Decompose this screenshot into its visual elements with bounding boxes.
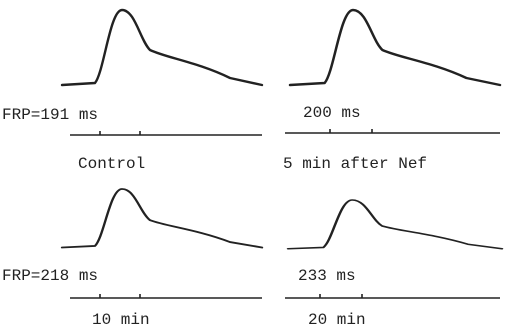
- waveform: [62, 189, 262, 248]
- waveform: [288, 200, 502, 249]
- panel-20min: 233 ms 20 min: [285, 200, 502, 329]
- frp-label: FRP=191 ms: [2, 106, 98, 124]
- caption: Control: [78, 155, 145, 173]
- figure: FRP=191 ms Control 200 ms 5 min after Ne…: [0, 0, 510, 329]
- caption: 10 min: [92, 311, 150, 329]
- panel-5min: 200 ms 5 min after Nef: [283, 10, 500, 173]
- frp-label: 200 ms: [303, 104, 361, 122]
- caption: 20 min: [308, 311, 366, 329]
- panel-10min: FRP=218 ms 10 min: [2, 189, 262, 329]
- panel-control: FRP=191 ms Control: [2, 10, 262, 173]
- waveform: [62, 10, 262, 85]
- frp-label: FRP=218 ms: [2, 267, 98, 285]
- waveform: [290, 10, 500, 85]
- frp-label: 233 ms: [298, 267, 356, 285]
- caption: 5 min after Nef: [283, 155, 427, 173]
